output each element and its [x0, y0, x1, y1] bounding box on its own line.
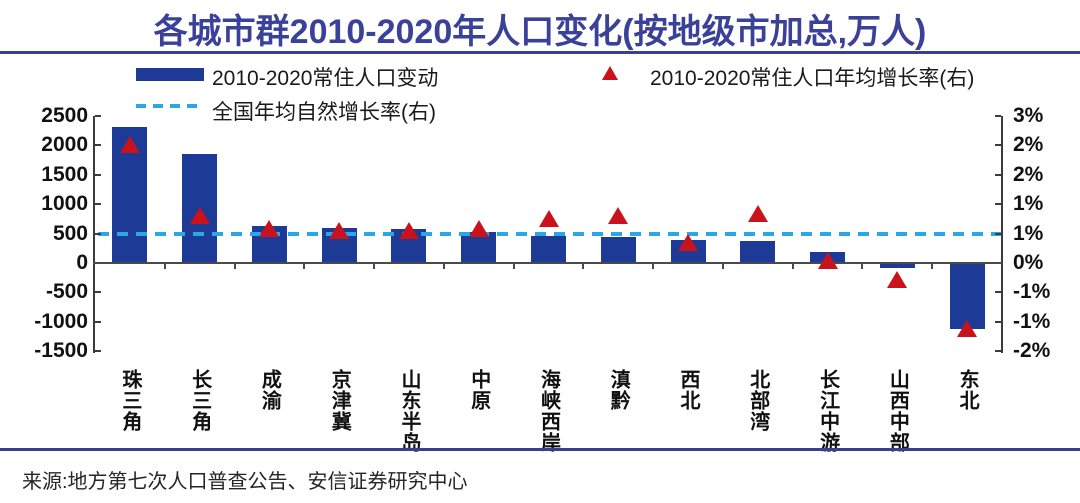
category-label: 京津冀	[328, 369, 351, 432]
x-axis-tick	[163, 264, 166, 269]
right-axis-tick-label: -1%	[1013, 280, 1051, 304]
left-axis-tick	[95, 350, 101, 353]
growth-rate-marker	[119, 136, 140, 154]
right-axis-tick-label: 2%	[1013, 133, 1044, 157]
right-axis-tick	[995, 232, 1001, 235]
x-axis-tick	[791, 264, 794, 269]
growth-rate-marker	[608, 207, 629, 225]
growth-rate-marker	[817, 251, 838, 269]
left-axis-tick	[95, 320, 101, 323]
x-axis-tick	[303, 264, 306, 269]
category-label: 成渝	[258, 369, 281, 411]
left-axis-line	[93, 116, 95, 354]
growth-rate-marker	[538, 209, 559, 227]
x-axis-tick	[233, 264, 236, 269]
category-label: 中原	[467, 369, 490, 411]
bottom-border-rule	[0, 448, 1080, 451]
left-axis-tick	[95, 232, 101, 235]
right-axis-tick	[995, 115, 1001, 117]
triangle-marker-icon	[602, 66, 618, 80]
left-axis-tick-label: 500	[52, 221, 88, 245]
right-axis-line	[1001, 116, 1003, 354]
left-axis-tick-label: 2500	[41, 104, 88, 127]
left-axis-tick	[95, 173, 101, 176]
right-axis-tick	[995, 203, 1001, 206]
right-axis-tick	[995, 144, 1001, 147]
left-axis-tick	[95, 291, 101, 294]
category-label: 东北	[956, 369, 979, 411]
dashed-line-icon	[136, 104, 204, 108]
growth-rate-marker	[468, 219, 489, 237]
x-axis-tick	[861, 264, 864, 269]
growth-rate-marker	[887, 271, 908, 289]
right-axis-tick	[995, 320, 1001, 323]
x-axis-tick	[652, 264, 655, 269]
bar	[531, 235, 566, 263]
left-axis-tick	[95, 144, 101, 147]
left-axis-tick	[95, 203, 101, 206]
right-axis-tick-label: 3%	[1013, 104, 1044, 127]
legend-triangle-label: 2010-2020常住人口年均增长率(右)	[650, 67, 975, 90]
x-axis-tick	[721, 264, 724, 269]
right-axis-tick	[995, 291, 1001, 294]
left-axis-tick-label: 2000	[41, 133, 88, 157]
right-axis-tick-label: -2%	[1013, 339, 1051, 363]
category-label: 长江中游	[816, 369, 839, 453]
source-note: 来源:地方第七次人口普查公告、安信证券研究中心	[22, 471, 468, 493]
category-label: 珠三角	[118, 369, 141, 432]
title-underline-rule	[0, 51, 1080, 54]
left-axis-tick-label: -1500	[34, 339, 88, 363]
growth-rate-marker	[957, 320, 978, 338]
x-axis-tick	[442, 264, 445, 269]
growth-rate-marker	[189, 207, 210, 225]
right-axis-tick	[995, 350, 1001, 353]
x-axis-tick	[512, 264, 515, 269]
growth-rate-marker	[329, 222, 350, 240]
x-axis-tick	[373, 264, 376, 269]
bar	[740, 241, 776, 263]
left-axis-tick-label: 0	[76, 251, 88, 274]
right-axis-tick-label: -1%	[1013, 309, 1051, 333]
right-axis-tick-label: 1%	[1013, 221, 1044, 245]
category-label: 北部湾	[746, 369, 769, 432]
reference-dashed-line	[98, 231, 1001, 236]
left-axis-tick-label: -1000	[34, 309, 88, 333]
chart-title: 各城市群2010-2020年人口变化(按地级市加总,万人)	[153, 13, 927, 51]
right-axis-tick-label: 0%	[1013, 251, 1044, 274]
category-label: 山西中部	[886, 369, 909, 453]
bar	[461, 232, 497, 263]
left-axis-tick	[95, 115, 101, 117]
category-label: 海峡西岸	[537, 369, 560, 453]
right-axis-tick	[995, 173, 1001, 176]
growth-rate-marker	[678, 234, 699, 252]
growth-rate-marker	[259, 219, 280, 237]
x-axis-line	[93, 262, 1002, 264]
growth-rate-marker	[398, 222, 419, 240]
category-label: 长三角	[188, 369, 211, 432]
category-label: 滇黔	[607, 369, 630, 411]
x-axis-tick	[931, 264, 934, 269]
bar	[949, 263, 985, 329]
right-axis-tick-label: 1%	[1013, 192, 1044, 216]
category-label: 西北	[677, 369, 700, 411]
left-axis-tick-label: 1000	[41, 192, 88, 216]
category-label: 山东半岛	[397, 369, 420, 453]
bar-swatch-icon	[136, 68, 204, 81]
left-axis-tick-label: -500	[45, 280, 88, 304]
growth-rate-marker	[747, 205, 768, 222]
left-axis-tick-label: 1500	[41, 162, 88, 186]
legend-dashed-label: 全国年均自然增长率(右)	[212, 101, 436, 124]
right-axis-tick-label: 2%	[1013, 162, 1044, 186]
bar	[600, 237, 636, 263]
bar	[879, 263, 915, 269]
legend-bar-label: 2010-2020常住人口变动	[212, 67, 439, 90]
x-axis-tick	[582, 264, 585, 269]
